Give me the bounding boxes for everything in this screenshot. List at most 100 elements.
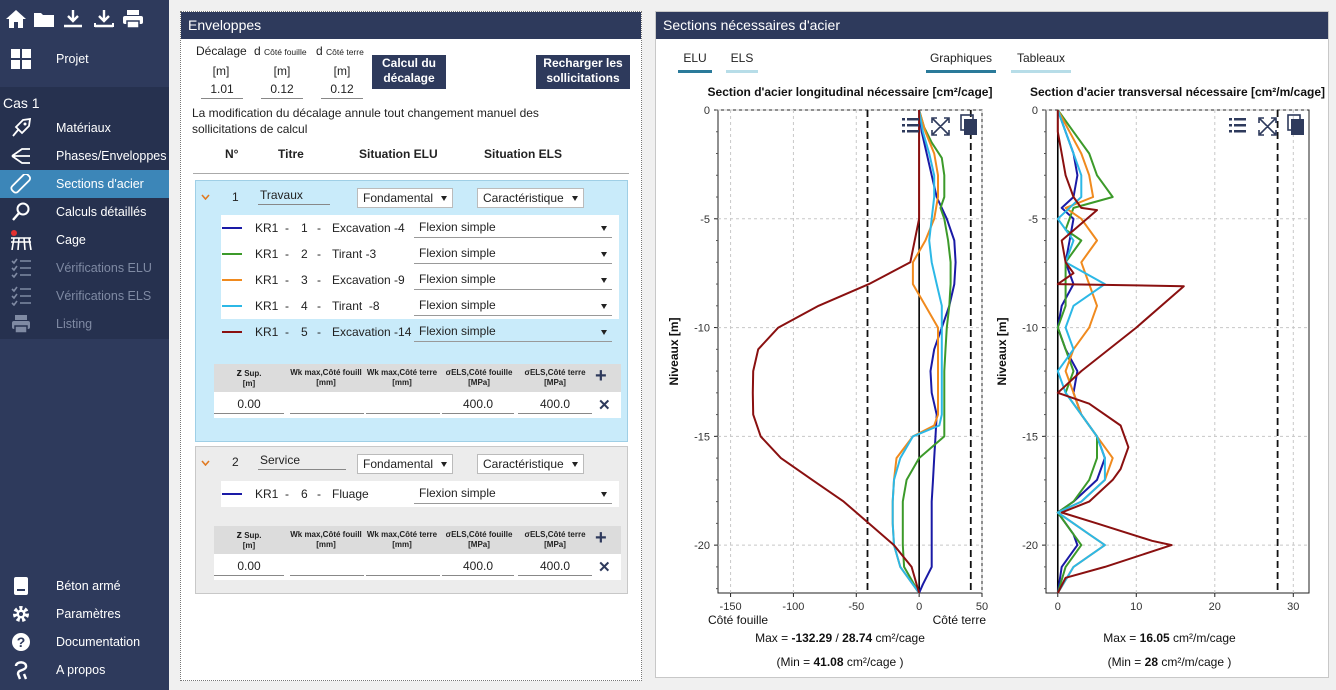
import-icon[interactable] [61,8,85,30]
flexion-select[interactable]: Flexion simple [414,270,612,290]
max-summary: Max = 16.05 cm²/m/cage [1103,631,1236,645]
cas-title: Cas 1 [3,95,40,111]
sigma-fouille-input[interactable]: 400.0 [442,558,514,576]
sidebar-item-label: Phases/Enveloppes [56,149,167,163]
group-title-input[interactable]: Travaux [258,187,330,205]
d-terre-label: d Côté terre [316,44,364,58]
load-case-sep: - [285,299,289,313]
flexion-select[interactable]: Flexion simple [414,322,612,342]
sidebar-item-materiaux[interactable]: Matériaux [0,114,169,142]
load-case-row: KR1-3- Excavation -9 Flexion simple [221,267,619,293]
y-tick-label: -15 [694,431,710,443]
sidebar-item-calculs[interactable]: Calculs détaillés [0,198,169,226]
wk-fouille-input[interactable] [290,558,364,576]
chart-title: Section d'acier transversal nécessaire [… [1030,85,1325,99]
add-row-icon[interactable]: + [595,365,607,387]
sidebar-item-phases[interactable]: Phases/Enveloppes [0,142,169,170]
load-case-name: Tirant -3 [332,247,377,261]
group-1: 1 Travaux Fondamental Caractéristique KR… [195,180,628,442]
z-sup-input[interactable]: 0.00 [214,396,284,414]
nav-documentation[interactable]: ? Documentation [0,628,169,656]
nav-projet-label: Projet [56,52,89,66]
list-icon-bar [1234,118,1246,121]
group-title-input[interactable]: Service [258,452,346,470]
sigma-terre-input[interactable]: 400.0 [518,396,592,414]
load-case-name: Excavation -4 [332,221,405,235]
z-sup-input[interactable]: 0.00 [214,558,284,576]
load-case-sep: - [285,273,289,287]
calcul-decalage-button[interactable]: Calcul du décalage [372,55,446,89]
about-icon [14,661,28,680]
els-select[interactable]: Caractéristique [477,454,584,474]
flexion-select[interactable]: Flexion simple [414,218,612,238]
summary-value: Max = [755,631,791,645]
home-icon[interactable] [4,8,28,30]
svg-text:?: ? [17,634,26,650]
series-line [918,109,957,594]
wk-terre-input[interactable] [366,396,440,414]
expand-icon-path [1258,117,1277,136]
nav-parametres[interactable]: Paramètres [0,600,169,628]
sections-panel: Sections nécessaires d'acier ELU ELS Gra… [655,11,1329,678]
elu-select[interactable]: Fondamental [357,188,453,208]
d-terre-input[interactable]: 0.12 [321,81,363,99]
chevron-down-icon[interactable] [201,460,210,466]
checklist-icon [11,258,31,278]
d-fouille-label: d Côté fouille [254,44,307,58]
els-select[interactable]: Caractéristique [477,188,584,208]
tab-tableaux[interactable]: Tableaux [1016,51,1066,65]
list-icon-bar [907,130,919,133]
col-header-elu: Situation ELU [359,147,438,161]
load-case-number: 5 [301,325,308,339]
tab-graphiques[interactable]: Graphiques [929,51,993,65]
list-icon-dot [902,118,905,121]
sidebar-item-sections[interactable]: Sections d'acier [0,170,169,198]
sidebar-item-cage[interactable]: Cage [0,226,169,254]
wk-fouille-input[interactable] [290,396,364,414]
decalage-input[interactable]: 1.01 [201,81,243,99]
flexion-select[interactable]: Flexion simple [414,296,612,316]
summary-value: 28.74 [842,631,872,645]
recharger-sollicitations-button[interactable]: Recharger les sollicitations [536,55,630,89]
sidebar-item-verif-els[interactable]: Vérifications ELS [0,282,169,310]
sidebar-item-label: Listing [56,317,93,331]
flexion-select[interactable]: Flexion simple [414,484,612,504]
sidebar-item-listing[interactable]: Listing [0,310,169,338]
print-icon[interactable] [121,8,145,30]
delete-row-icon[interactable]: ✕ [598,559,611,576]
series-line [901,109,952,594]
sections-title: Sections nécessaires d'acier [656,12,1328,39]
summary-value: (Min = [776,655,813,669]
d-fouille-input[interactable]: 0.12 [261,81,303,99]
wk-terre-input[interactable] [366,558,440,576]
nav-label: A propos [56,663,106,677]
series-color-swatch [222,493,242,495]
tab-els[interactable]: ELS [730,51,754,65]
list-icon-bar [1234,124,1246,127]
series-line [1056,110,1185,594]
summary-value: 28 [1145,655,1159,669]
nav-projet[interactable]: Projet [0,45,169,73]
tab-elu[interactable]: ELU [683,51,707,65]
load-case-kr: KR1 [255,487,279,501]
summary-value: 41.08 [813,655,843,669]
nav-beton-arme[interactable]: Béton armé [0,572,169,600]
delete-row-icon[interactable]: ✕ [598,397,611,414]
elu-select[interactable]: Fondamental [357,454,453,474]
sidebar-item-verif-elu[interactable]: Vérifications ELU [0,254,169,282]
export-icon[interactable] [92,8,116,30]
magnifier-icon [12,202,30,221]
book-icon [14,577,28,595]
folder-icon[interactable] [32,8,56,30]
expand-icon [931,117,950,136]
expand-icon [1258,117,1277,136]
flexion-select[interactable]: Flexion simple [414,244,612,264]
add-row-icon[interactable]: + [595,527,607,549]
sigma-fouille-input[interactable]: 400.0 [442,396,514,414]
series-line [891,109,943,594]
sigma-terre-input[interactable]: 400.0 [518,558,592,576]
nav-a-propos[interactable]: A propos [0,656,169,684]
chevron-down-icon[interactable] [201,194,210,200]
load-case-name: Excavation -14 [332,325,412,339]
summary-value: cm²/cage ) [844,655,904,669]
